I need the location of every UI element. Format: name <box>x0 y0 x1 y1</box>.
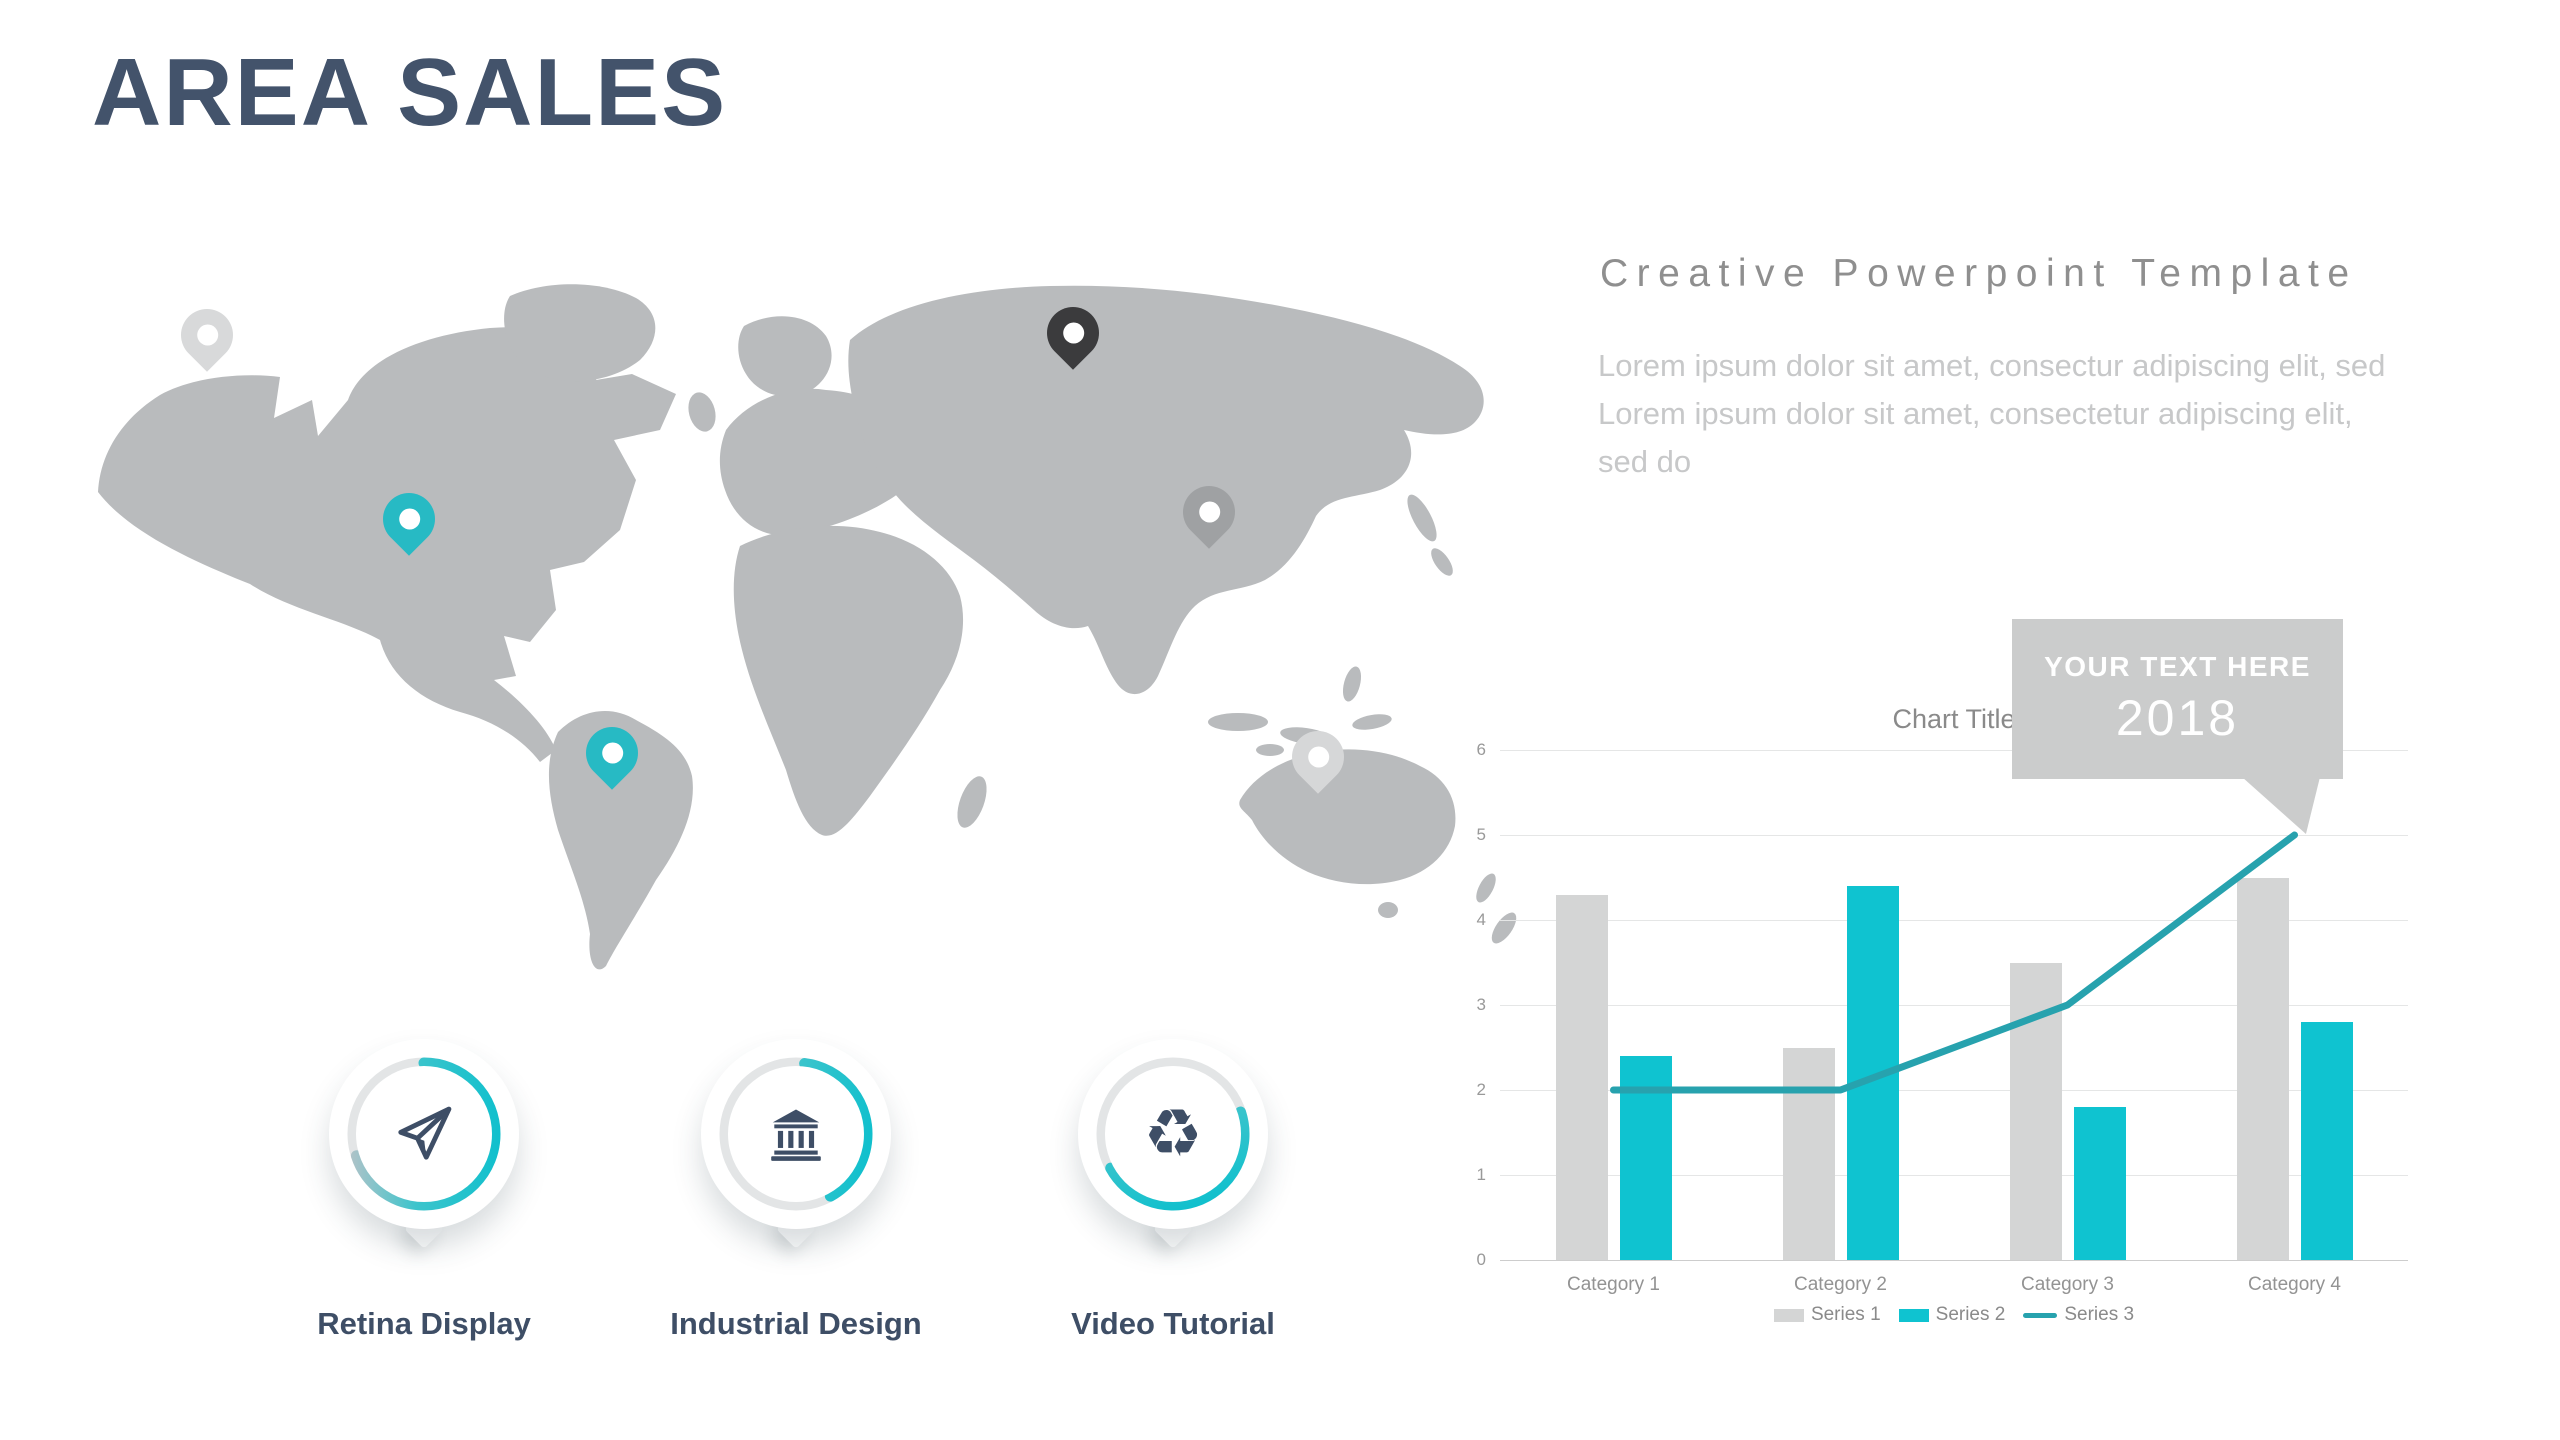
x-axis-category-label: Category 3 <box>2021 1274 2114 1295</box>
continent-south-america <box>548 710 693 970</box>
gridline <box>1500 750 2408 751</box>
gridline <box>1500 1260 2408 1261</box>
region-japan-2 <box>1431 548 1453 576</box>
bar-series-1 <box>2236 877 2289 1260</box>
chart-plot: 0 1 2 3 4 5 6 Category 1 Category 2 Category 3 Cat… <box>1477 740 2408 1325</box>
region-indonesia-3 <box>1352 714 1392 730</box>
paper-plane-icon <box>398 1106 452 1160</box>
bar-series-2 <box>2300 1022 2353 1260</box>
callout-year: 2018 <box>2115 690 2240 746</box>
bar-series-1 <box>1555 894 1608 1260</box>
feature-label: Retina Display <box>317 1306 531 1341</box>
y-axis-tick-label: 1 <box>1476 1165 1486 1184</box>
bank-icon <box>771 1109 821 1161</box>
region-uk <box>688 392 716 432</box>
legend-swatch-bar <box>1773 1308 1804 1322</box>
y-axis-tick-label: 3 <box>1476 995 1486 1014</box>
region-indonesia-1 <box>1208 713 1268 731</box>
legend-item: Series 1 <box>1773 1304 1881 1326</box>
legend-label: Series 2 <box>1935 1304 2006 1325</box>
legend-item: Series 2 <box>1898 1304 2006 1326</box>
feature-badge-video: ♻ <box>1078 1039 1268 1229</box>
feature-label: Industrial Design <box>670 1306 922 1341</box>
badge-face: ♻ <box>1105 1066 1241 1202</box>
y-axis-tick-label: 0 <box>1476 1250 1486 1269</box>
region-japan-1 <box>1407 494 1437 542</box>
feature-badge-industrial <box>701 1039 891 1229</box>
panel-heading: Creative Powerpoint Template <box>1600 252 2358 295</box>
legend-label: Series 1 <box>1810 1304 1881 1325</box>
callout-text: YOUR TEXT HERE <box>2044 651 2311 682</box>
bar-group <box>2236 877 2353 1260</box>
x-axis-category-label: Category 1 <box>1567 1274 1660 1295</box>
sales-chart: Chart Title 0 1 2 3 4 5 6 Category 1 Category 2 C… <box>1477 619 2408 1325</box>
bar-series-1 <box>1782 1047 1835 1260</box>
progress-ring <box>347 1057 501 1211</box>
page-title: AREA SALES <box>92 39 728 146</box>
continent-north-america <box>98 326 676 762</box>
continent-greenland <box>504 284 656 382</box>
progress-ring <box>719 1057 873 1211</box>
gridline <box>1500 1005 2408 1006</box>
chart-title: Chart Title <box>1892 704 2016 734</box>
region-madagascar <box>957 776 987 828</box>
gridline <box>1500 1090 2408 1091</box>
gridline <box>1500 835 2408 836</box>
region-scandinavia <box>738 316 832 397</box>
chart-legend: Series 1 Series 2 Series 3 <box>1500 1304 2408 1326</box>
feature-badge-retina <box>329 1039 519 1229</box>
region-philippines <box>1342 666 1362 702</box>
y-axis-tick-label: 4 <box>1476 910 1486 929</box>
badge-face <box>356 1066 492 1202</box>
feature-label: Video Tutorial <box>1071 1306 1275 1341</box>
legend-label: Series 3 <box>2064 1304 2135 1325</box>
region-nz-1 <box>1476 873 1496 903</box>
x-axis-category-label: Category 4 <box>2248 1274 2341 1295</box>
y-axis-tick-label: 6 <box>1476 740 1486 759</box>
x-axis-category-label: Category 2 <box>1794 1274 1887 1295</box>
y-axis-tick-label: 2 <box>1476 1080 1486 1099</box>
region-indonesia-4 <box>1256 744 1284 756</box>
continent-australia <box>1239 749 1456 885</box>
chart-callout: YOUR TEXT HERE 2018 <box>2012 619 2343 779</box>
legend-swatch-line <box>2023 1312 2058 1318</box>
line-series <box>1610 831 2298 1094</box>
gridline <box>1500 1175 2408 1176</box>
world-map <box>90 280 1530 980</box>
legend-item: Series 3 <box>2023 1304 2134 1326</box>
world-map-graphic <box>98 284 1517 970</box>
gridline <box>1500 920 2408 921</box>
recycle-icon: ♻ <box>1143 1095 1203 1172</box>
region-tasmania <box>1378 902 1398 918</box>
legend-swatch-bar <box>1898 1308 1929 1322</box>
continent-asia <box>848 285 1484 695</box>
y-axis-tick-label: 5 <box>1476 825 1486 844</box>
continent-africa <box>733 525 964 836</box>
panel-body-text: Lorem ipsum dolor sit amet, consectur ad… <box>1598 348 2386 480</box>
badge-face <box>728 1066 864 1202</box>
bar-series-2 <box>2073 1107 2126 1260</box>
progress-ring <box>1096 1057 1250 1211</box>
